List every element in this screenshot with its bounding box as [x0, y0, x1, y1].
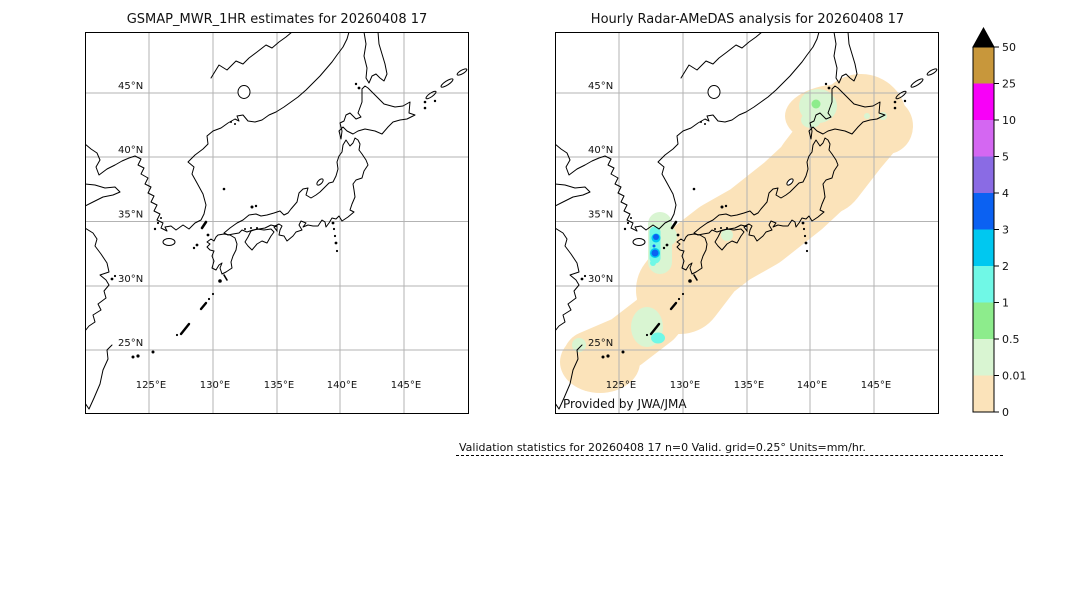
- lat-label: 35°N: [588, 210, 613, 221]
- lat-label: 25°N: [588, 338, 613, 349]
- colorbar-segments: [973, 47, 994, 412]
- lon-label: 130°E: [670, 380, 700, 391]
- colorbar-tick-label: 0.01: [1002, 370, 1027, 383]
- gsmap-axis-labels: 125°E 130°E 135°E 140°E 145°E 45°N 40°N 35°N 30°…: [118, 81, 421, 391]
- lon-label: 145°E: [861, 380, 891, 391]
- validation-stats-text: Validation statistics for 20260408 17 n=…: [459, 441, 866, 454]
- lat-label: 45°N: [588, 81, 613, 92]
- lon-label: 140°E: [797, 380, 827, 391]
- lon-label: 140°E: [327, 380, 357, 391]
- left-panel-title: GSMAP_MWR_1HR estimates for 20260408 17: [85, 12, 469, 30]
- lat-label: 40°N: [588, 145, 613, 156]
- colorbar-tick-labels: 50 25 10 5 4 3 2 1 0.5 0.01 0: [994, 41, 1027, 418]
- lon-label: 125°E: [606, 380, 636, 391]
- footer-dashed-line: [456, 455, 1003, 456]
- colorbar-tick-label: 25: [1002, 78, 1016, 91]
- lat-label: 30°N: [118, 274, 143, 285]
- validation-figure: GSMAP_MWR_1HR estimates for 20260408 17 …: [0, 0, 1080, 612]
- lat-label: 35°N: [118, 210, 143, 221]
- colorbar-tick-label: 10: [1002, 114, 1016, 127]
- lat-label: 30°N: [588, 274, 613, 285]
- colorbar-tick-label: 0.5: [1002, 333, 1020, 346]
- credit-text: Provided by JWA/JMA: [563, 397, 687, 411]
- colorbar-tick-label: 3: [1002, 224, 1009, 237]
- colorbar-overflow-arrow: [973, 28, 994, 47]
- lat-label: 45°N: [118, 81, 143, 92]
- colorbar-tick-label: 0: [1002, 406, 1009, 418]
- colorbar-tick-label: 50: [1002, 41, 1016, 54]
- colorbar-tick-label: 1: [1002, 297, 1009, 310]
- lon-label: 135°E: [734, 380, 764, 391]
- colorbar-tick-label: 2: [1002, 260, 1009, 273]
- lat-label: 25°N: [118, 338, 143, 349]
- lat-label: 40°N: [118, 145, 143, 156]
- radar-map-panel: 125°E 130°E 135°E 140°E 145°E 45°N 40°N 35°N 30°…: [555, 32, 939, 414]
- lon-label: 130°E: [200, 380, 230, 391]
- colorbar-tick-label: 5: [1002, 151, 1009, 164]
- precipitation-colorbar: 50 25 10 5 4 3 2 1 0.5 0.01 0: [958, 18, 1080, 418]
- colorbar-tick-label: 4: [1002, 187, 1009, 200]
- lon-label: 125°E: [136, 380, 166, 391]
- right-panel-title: Hourly Radar-AMeDAS analysis for 2026040…: [555, 12, 940, 30]
- lon-label: 135°E: [264, 380, 294, 391]
- lon-label: 145°E: [391, 380, 421, 391]
- gsmap-map-panel: 125°E 130°E 135°E 140°E 145°E 45°N 40°N 35°N 30°…: [85, 32, 469, 414]
